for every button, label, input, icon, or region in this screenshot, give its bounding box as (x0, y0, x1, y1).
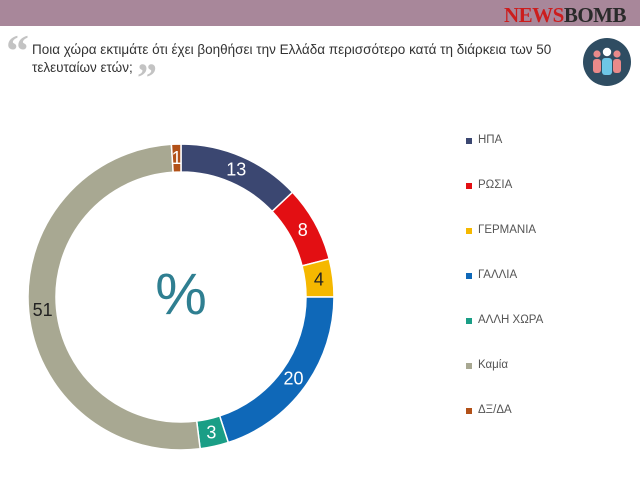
chart-legend: ΗΠΑ ΡΩΣΙΑ ΓΕΡΜΑΝΙΑ ΓΑΛΛΙΑ ΑΛΛΗ ΧΩΡΑ Καμία ΔΞ/Δ… (466, 133, 543, 448)
legend-swatch-4 (466, 273, 472, 279)
legend-item-4: ΓΑΛΛΙΑ (466, 268, 543, 313)
legend-label-7: ΔΞ/ΔΑ (478, 404, 512, 416)
legend-swatch-1 (466, 138, 472, 144)
legend-label-4: ΓΑΛΛΙΑ (478, 269, 518, 281)
donut-slice-7 (170, 143, 182, 174)
people-group-icon (583, 38, 631, 86)
legend-label-3: ΓΕΡΜΑΝΙΑ (478, 224, 537, 236)
legend-swatch-6 (466, 363, 472, 369)
legend-swatch-2 (466, 183, 472, 189)
survey-question: Ποια χώρα εκτιμάτε ότι έχει βοηθήσει την… (32, 42, 552, 75)
legend-item-1: ΗΠΑ (466, 133, 543, 178)
slice-value-label-4: 20 (283, 369, 303, 389)
percent-center-label: % (155, 262, 207, 327)
slice-value-label-5: 3 (206, 423, 216, 443)
legend-swatch-5 (466, 318, 472, 324)
close-quote-icon: ” (137, 55, 157, 100)
legend-swatch-7 (466, 408, 472, 414)
legend-label-6: Καμία (478, 359, 509, 371)
legend-label-2: ΡΩΣΙΑ (478, 179, 513, 191)
legend-swatch-3 (466, 228, 472, 234)
logo-part-news: NEWS (503, 3, 564, 27)
logo-part-bomb: BOMB (563, 3, 627, 27)
legend-label-5: ΑΛΛΗ ΧΩΡΑ (478, 314, 544, 326)
slice-value-label-3: 4 (314, 270, 324, 290)
donut-slice-4 (218, 296, 335, 444)
open-quote-icon: “ (6, 25, 29, 76)
legend-item-2: ΡΩΣΙΑ (466, 178, 543, 223)
slice-value-label-7: 1 (172, 148, 182, 168)
slice-value-label-1: 13 (226, 159, 246, 179)
legend-item-6: Καμία (466, 358, 543, 403)
newsbomb-logo[interactable]: NEWSBOMB (503, 3, 627, 27)
legend-item-5: ΑΛΛΗ ΧΩΡΑ (466, 313, 543, 358)
legend-item-7: ΔΞ/ΔΑ (466, 403, 543, 448)
donut-slice-6 (27, 143, 202, 451)
top-bar: NEWSBOMB (0, 0, 640, 26)
slice-value-label-2: 8 (298, 220, 308, 240)
legend-item-3: ΓΕΡΜΑΝΙΑ (466, 223, 543, 268)
legend-label-1: ΗΠΑ (478, 134, 503, 146)
slice-value-label-6: 51 (33, 300, 53, 320)
